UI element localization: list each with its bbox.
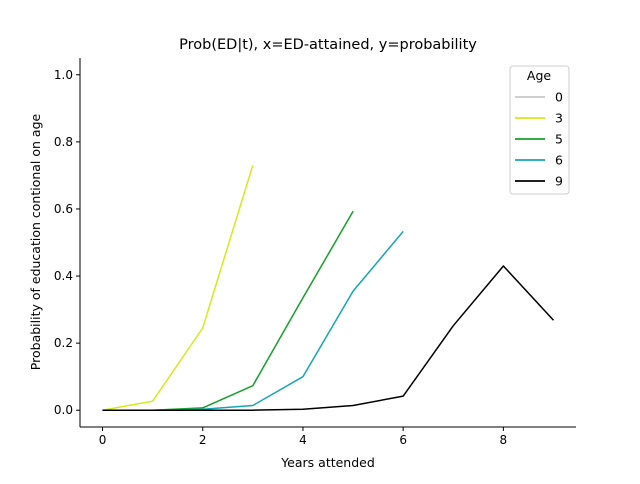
y-tick-label: 0.8: [54, 135, 73, 149]
legend-label-age-9: 9: [555, 174, 563, 189]
x-tick-label: 6: [399, 433, 407, 447]
legend-label-age-5: 5: [555, 132, 563, 147]
x-tick-label: 0: [99, 433, 107, 447]
series-line-age-9: [102, 265, 555, 411]
x-tick-label: 2: [199, 433, 207, 447]
y-tick-label: 0.0: [54, 403, 73, 417]
plot-area: 0 2 4 6 8 0.0 0.2 0.4 0.6 0.8 1.0: [54, 58, 576, 447]
chart-title: Prob(ED|t), x=ED-attained, y=probability: [179, 37, 477, 53]
x-tick-label: 4: [299, 433, 307, 447]
y-tick-label: 0.2: [54, 336, 73, 350]
y-tick-label: 1.0: [54, 68, 73, 82]
series-line-age-6: [102, 230, 404, 411]
y-axis-label: Probability of education contional on ag…: [28, 113, 43, 370]
legend-title: Age: [527, 68, 551, 83]
legend-items: 0 3 5 6 9: [515, 90, 563, 189]
legend-box: [509, 65, 570, 195]
y-tick-label: 0.6: [54, 202, 73, 216]
legend-label-age-0: 0: [555, 90, 563, 105]
legend-label-age-6: 6: [555, 153, 563, 168]
series-line-age-3: [102, 165, 254, 411]
series-line-age-5: [102, 210, 354, 411]
legend-label-age-3: 3: [555, 111, 563, 126]
legend: Age 0 3 5 6 9: [509, 65, 570, 195]
x-axis-label: Years attended: [280, 455, 375, 470]
x-tick-label: 8: [500, 433, 508, 447]
y-tick-label: 0.4: [54, 269, 73, 283]
